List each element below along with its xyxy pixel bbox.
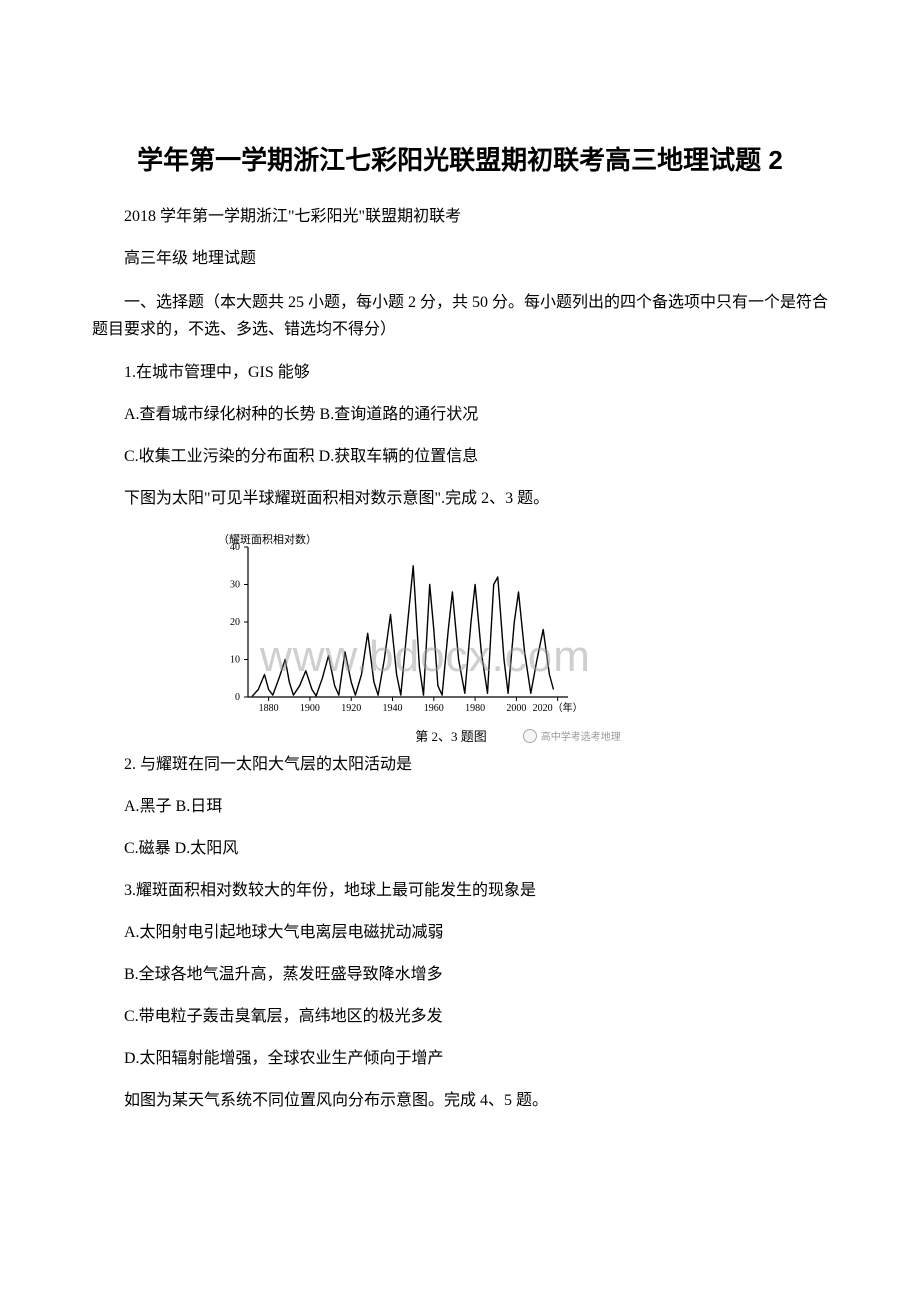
page-title: 学年第一学期浙江七彩阳光联盟期初联考高三地理试题 2 [92,140,828,177]
svg-text:1880: 1880 [259,703,279,714]
fig2-context: 如图为某天气系统不同位置风向分布示意图。完成 4、5 题。 [92,1089,828,1113]
svg-text:40: 40 [230,542,240,553]
grade-line: 高三年级 地理试题 [92,247,828,271]
q2-options-row1: A.黑子 B.日珥 [92,795,828,819]
svg-text:1980: 1980 [465,703,485,714]
svg-text:20: 20 [230,617,240,628]
q3-option-a: A.太阳射电引起地球大气电离层电磁扰动减弱 [92,921,828,945]
q1-options-row1: A.查看城市绿化树种的长势 B.查询道路的通行状况 [92,403,828,427]
q3-stem: 3.耀斑面积相对数较大的年份，地球上最可能发生的现象是 [92,879,828,903]
q3-option-d: D.太阳辐射能增强，全球农业生产倾向于增产 [92,1047,828,1071]
svg-text:10: 10 [230,655,240,666]
svg-text:1920: 1920 [341,703,361,714]
svg-text:1940: 1940 [383,703,403,714]
section-heading: 一、选择题（本大题共 25 小题，每小题 2 分，共 50 分。每小题列出的四个… [92,289,828,343]
svg-text:2020（年）: 2020（年） [533,701,578,714]
chart-caption: 第 2、3 题图 [415,726,487,745]
fig1-context: 下图为太阳"可见半球耀斑面积相对数示意图".完成 2、3 题。 [92,487,828,511]
q1-stem: 1.在城市管理中，GIS 能够 [92,361,828,385]
svg-text:1960: 1960 [424,703,444,714]
q2-options-row2: C.磁暴 D.太阳风 [92,837,828,861]
chart-caption-wrap: 第 2、3 题图 高中学考选考地理 [208,726,828,745]
sunspot-chart: （耀斑面积相对数）0102030401880190019201940196019… [208,529,828,745]
q2-stem: 2. 与耀斑在同一太阳大气层的太阳活动是 [92,753,828,777]
chart-logo-text: 高中学考选考地理 [541,728,621,743]
globe-icon [523,729,537,743]
exam-subtitle: 2018 学年第一学期浙江"七彩阳光"联盟期初联考 [92,205,828,229]
q3-option-c: C.带电粒子轰击臭氧层，高纬地区的极光多发 [92,1005,828,1029]
q3-option-b: B.全球各地气温升高，蒸发旺盛导致降水增多 [92,963,828,987]
q1-options-row2: C.收集工业污染的分布面积 D.获取车辆的位置信息 [92,445,828,469]
svg-text:0: 0 [235,692,240,703]
svg-text:2000: 2000 [506,703,526,714]
svg-text:1900: 1900 [300,703,320,714]
svg-text:30: 30 [230,580,240,591]
chart-logo: 高中学考选考地理 [523,728,621,743]
sunspot-chart-svg: （耀斑面积相对数）0102030401880190019201940196019… [208,529,578,719]
